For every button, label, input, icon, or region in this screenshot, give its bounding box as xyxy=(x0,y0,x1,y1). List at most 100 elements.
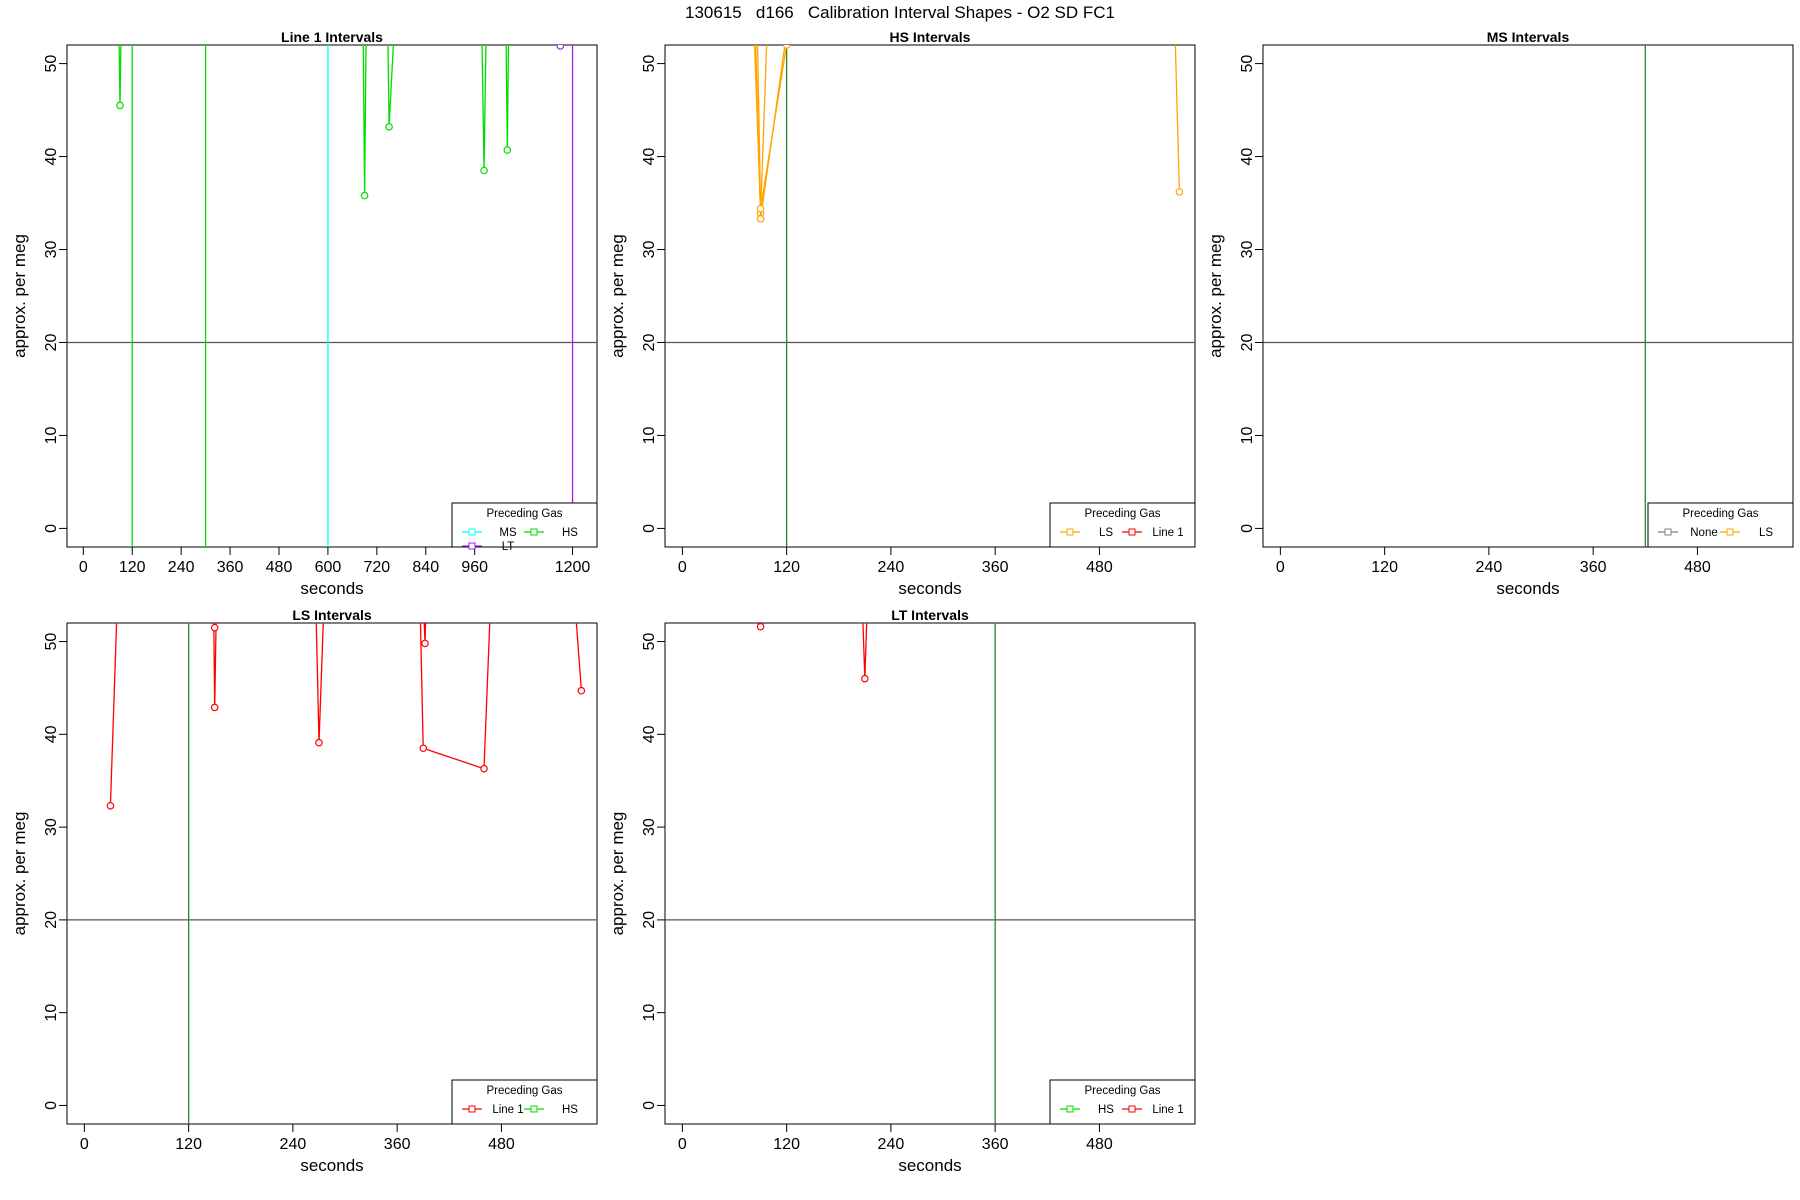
legend-title: Preceding Gas xyxy=(1084,508,1160,520)
legend-title: Preceding Gas xyxy=(1682,508,1758,520)
legend-entry: LT xyxy=(462,541,514,553)
y-tick-label: 0 xyxy=(43,524,60,533)
legend-entry: HS xyxy=(524,527,578,539)
data-point xyxy=(1175,188,1184,196)
data-point xyxy=(556,45,565,50)
x-tick-label: 360 xyxy=(384,1136,411,1153)
legend-entry: LS xyxy=(1720,527,1773,539)
data-point xyxy=(756,215,765,223)
y-tick-label: 10 xyxy=(641,1004,658,1022)
panel-3: MS Intervals 0 120 240 360 480 seconds 0 10 20 30 4… xyxy=(1206,29,1794,598)
y-axis: 0 10 20 30 40 50 approx. per meg xyxy=(608,633,666,1110)
plot-area xyxy=(1263,45,1793,547)
series-line xyxy=(419,623,491,770)
x-axis-label: seconds xyxy=(898,579,961,598)
series-line xyxy=(862,623,868,679)
x-tick-label: 360 xyxy=(982,1136,1009,1153)
y-tick-label: 50 xyxy=(43,633,60,651)
x-tick-label: 480 xyxy=(1684,559,1711,576)
series-line-1 xyxy=(419,623,491,773)
series-hs xyxy=(480,45,488,175)
plot-frame xyxy=(1262,44,1794,548)
legend-entry: HS xyxy=(1060,1104,1114,1116)
series-line xyxy=(387,45,394,127)
y-tick-label: 50 xyxy=(641,633,658,651)
series-hs xyxy=(360,45,369,200)
legend-label: Line 1 xyxy=(1152,527,1183,539)
y-tick-label: 10 xyxy=(641,426,658,444)
x-tick-label: 240 xyxy=(878,559,905,576)
x-tick-label: 0 xyxy=(79,559,88,576)
data-point xyxy=(116,101,124,110)
legend-label: MS xyxy=(499,527,517,539)
legend-entry: Line 1 xyxy=(1122,1104,1184,1116)
y-tick-label: 10 xyxy=(43,1004,60,1022)
legend-title: Preceding Gas xyxy=(486,1085,562,1097)
series-line xyxy=(1174,45,1181,192)
x-tick-label: 480 xyxy=(1086,1136,1113,1153)
series-line-1 xyxy=(575,623,586,695)
x-axis-label: seconds xyxy=(898,1156,961,1175)
y-tick-label: 20 xyxy=(1239,333,1256,351)
series-lt xyxy=(556,45,565,50)
legend-label: LS xyxy=(1759,527,1773,539)
x-axis: 0 120 240 360 480 seconds xyxy=(1276,546,1711,598)
y-axis: 0 10 20 30 40 50 approx. per meg xyxy=(608,55,666,533)
series-line-1 xyxy=(756,623,765,631)
panel-title: MS Intervals xyxy=(1487,29,1570,45)
x-axis: 0 120 240 360 480 seconds xyxy=(678,546,1113,598)
x-axis: 0 120 240 360 480 seconds xyxy=(80,1123,515,1175)
data-point xyxy=(756,204,765,213)
y-tick-label: 0 xyxy=(641,1101,658,1110)
y-tick-label: 50 xyxy=(43,55,60,73)
legend-title: Preceding Gas xyxy=(1084,1085,1160,1097)
y-tick-label: 50 xyxy=(1239,55,1256,73)
y-tick-label: 20 xyxy=(641,333,658,351)
y-tick-label: 10 xyxy=(1239,426,1256,444)
y-axis-label: approx. per meg xyxy=(1206,234,1225,358)
plot-frame xyxy=(664,622,1196,1125)
legend-entry: HS xyxy=(524,1104,578,1116)
x-tick-label: 840 xyxy=(412,559,439,576)
x-axis-label: seconds xyxy=(300,1156,363,1175)
y-tick-label: 50 xyxy=(641,55,658,73)
panel-2: HS Intervals 0 120 240 360 480 seconds 0 10 20 30 4… xyxy=(608,29,1196,598)
x-tick-label: 240 xyxy=(168,559,195,576)
y-axis: 0 10 20 30 40 50 approx. per meg xyxy=(1206,55,1264,533)
legend: Preceding Gas None LS xyxy=(1647,502,1794,548)
y-axis-label: approx. per meg xyxy=(10,812,29,936)
y-axis-label: approx. per meg xyxy=(608,812,627,936)
data-point xyxy=(756,623,765,631)
legend: Preceding Gas LS Line 1 xyxy=(1049,502,1196,548)
data-point xyxy=(480,166,488,175)
plot-frame xyxy=(66,44,598,548)
legend-label: HS xyxy=(1098,1104,1114,1116)
panel-title: LT Intervals xyxy=(891,607,969,623)
series-line xyxy=(315,623,324,743)
legend-label: None xyxy=(1690,527,1718,539)
y-tick-label: 30 xyxy=(43,818,60,836)
x-axis: 0 120 240 360 480 600 720 840 960 1200 seconds xyxy=(79,546,590,598)
data-point xyxy=(106,801,115,810)
series-hs xyxy=(116,45,124,110)
legend-entry: Line 1 xyxy=(1122,527,1184,539)
series-line-1 xyxy=(421,623,429,648)
y-tick-label: 20 xyxy=(43,911,60,929)
y-tick-label: 10 xyxy=(43,426,60,444)
figure-title: 130615 d166 Calibration Interval Shapes … xyxy=(685,3,1115,22)
y-axis-label: approx. per meg xyxy=(10,234,29,358)
series-line xyxy=(575,623,583,691)
x-tick-label: 240 xyxy=(878,1136,905,1153)
x-tick-label: 360 xyxy=(217,559,244,576)
y-tick-label: 30 xyxy=(641,241,658,259)
legend-entry: None xyxy=(1658,527,1718,539)
x-tick-label: 120 xyxy=(175,1136,202,1153)
data-point xyxy=(503,146,512,154)
legend: Preceding Gas Line 1 HS xyxy=(451,1079,598,1125)
data-point xyxy=(360,191,369,200)
x-tick-label: 600 xyxy=(315,559,342,576)
y-tick-label: 0 xyxy=(43,1101,60,1110)
plot-frame xyxy=(664,44,1196,548)
series-line-1 xyxy=(210,623,219,632)
